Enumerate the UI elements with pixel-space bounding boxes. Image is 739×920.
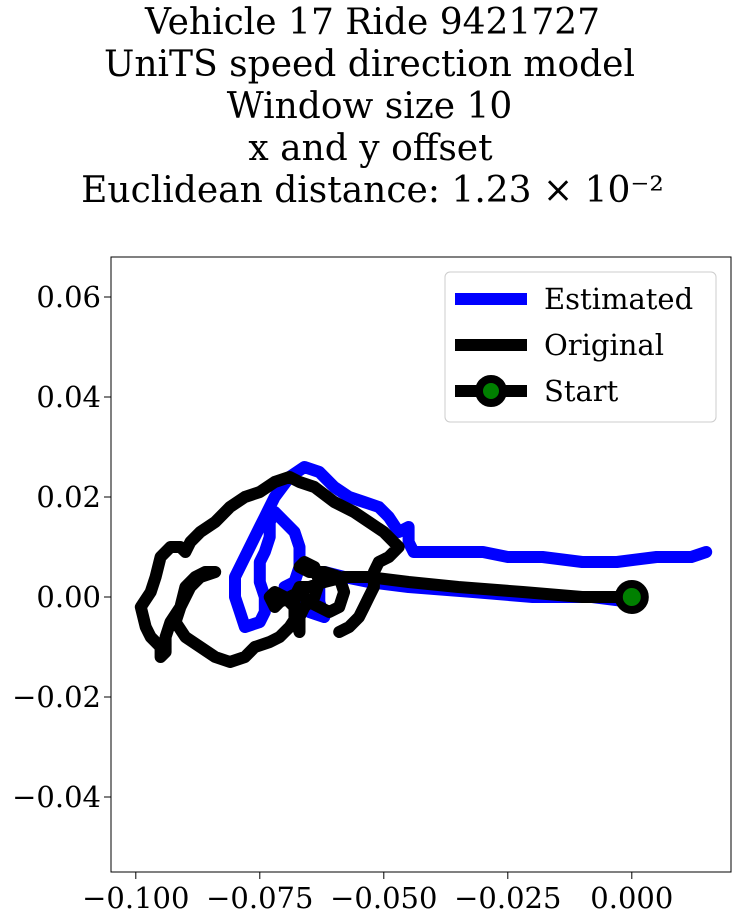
title-line: Euclidean distance: 1.23 × 10⁻² bbox=[81, 170, 664, 211]
legend-label: Original bbox=[544, 328, 664, 362]
legend-label: Estimated bbox=[544, 282, 693, 316]
title-line: UniTS speed direction model bbox=[104, 44, 635, 85]
x-tick-label: −0.075 bbox=[206, 881, 313, 915]
y-tick-label: 0.00 bbox=[36, 580, 101, 614]
legend-start-marker bbox=[475, 375, 507, 407]
x-tick-label: −0.050 bbox=[330, 881, 437, 915]
chart-title: Vehicle 17 Ride 9421727 UniTS speed dire… bbox=[0, 2, 739, 212]
y-tick-label: 0.06 bbox=[36, 280, 101, 314]
axes-frame bbox=[110, 256, 732, 873]
series-line-original bbox=[134, 471, 638, 668]
title-line: x and y offset bbox=[248, 128, 493, 169]
legend-label: Start bbox=[544, 374, 619, 408]
legend: Estimated Original Start bbox=[444, 271, 717, 423]
y-tick-label: 0.04 bbox=[36, 380, 101, 414]
series-layer bbox=[134, 461, 713, 668]
y-tick-label: −0.02 bbox=[12, 680, 101, 714]
y-tick-label: −0.04 bbox=[12, 780, 101, 814]
ticks-layer: −0.100 −0.075 −0.050 −0.025 0.000 −0.04 −0.02 0… bbox=[12, 280, 673, 915]
x-tick-label: −0.025 bbox=[454, 881, 561, 915]
title-line: Vehicle 17 Ride 9421727 bbox=[144, 2, 601, 43]
y-tick-label: 0.02 bbox=[36, 480, 101, 514]
start-marker bbox=[614, 580, 649, 614]
x-tick-label: 0.000 bbox=[590, 881, 673, 915]
x-tick-label: −0.100 bbox=[82, 881, 189, 915]
legend-box bbox=[444, 271, 717, 423]
title-line: Window size 10 bbox=[226, 86, 513, 127]
